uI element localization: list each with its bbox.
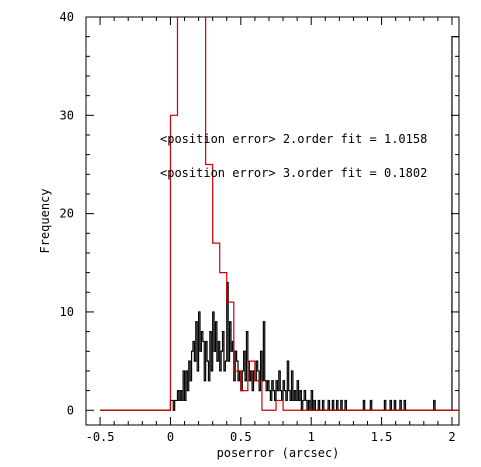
histogram-series-1	[100, 17, 459, 411]
x-tick-label: 2	[448, 430, 455, 444]
y-tick-label: 0	[67, 403, 74, 417]
y-tick-label: 20	[60, 207, 74, 221]
series-layer	[100, 17, 459, 411]
y-axis: 0 10 20 30 40	[60, 10, 459, 417]
x-tick-label: -0.5	[86, 430, 115, 444]
x-tick-label: 1	[308, 430, 315, 444]
x-tick-label: 1.5	[371, 430, 393, 444]
annotation-3-order-fit: <position error> 3.order fit = 0.1802	[160, 166, 427, 180]
y-tick-label: 10	[60, 305, 74, 319]
x-axis: -0.5 0 0.5 1 1.5 2	[85, 17, 456, 444]
y-tick-label: 40	[60, 10, 74, 24]
x-axis-label: poserror (arcsec)	[217, 446, 340, 460]
y-tick-label: 30	[60, 108, 74, 122]
histogram-series-0	[100, 36, 459, 411]
plot-frame	[85, 16, 460, 426]
x-tick-label: 0.5	[230, 430, 252, 444]
y-axis-label: Frequency	[38, 188, 52, 253]
x-tick-label: 0	[167, 430, 174, 444]
annotation-2-order-fit: <position error> 2.order fit = 1.0158	[160, 132, 427, 146]
